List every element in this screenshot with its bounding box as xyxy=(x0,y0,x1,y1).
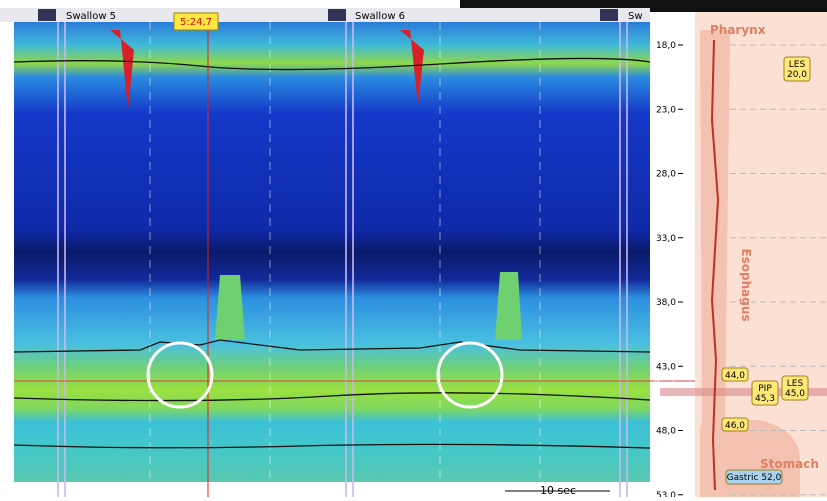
scale-label: 10 sec xyxy=(540,484,576,497)
pharynx: Pharynx xyxy=(710,23,766,37)
marker-label: 44,0 xyxy=(725,371,745,381)
depth-label: 23,0 xyxy=(656,105,676,115)
depth-label: 48,0 xyxy=(656,427,676,437)
screen: Swallow 5 Swallow 6 Sw 5:24,7 10 sec Pha… xyxy=(0,0,827,497)
swallow-label[interactable]: Swallow 6 xyxy=(355,11,405,22)
marker-label: 46,0 xyxy=(725,421,745,431)
cursor-time: 5:24,7 xyxy=(180,17,212,28)
depth-label: 38,0 xyxy=(656,298,676,308)
depth-label: 43,0 xyxy=(656,362,676,372)
esophagus-label: Esophagus xyxy=(739,248,753,321)
swallow-label[interactable]: Swallow 5 xyxy=(66,11,116,22)
swallow-label[interactable]: Sw xyxy=(628,11,643,22)
stomach: Stomach xyxy=(760,457,819,471)
diaphragm-label: Diaphragm xyxy=(654,379,699,388)
marker-label: Gastric 52,0 xyxy=(727,473,782,483)
heatmap xyxy=(14,22,650,482)
depth-label: 53,0 xyxy=(656,491,676,497)
depth-label: 28,0 xyxy=(656,170,676,180)
depth-label: 18,0 xyxy=(656,41,676,51)
depth-label: 33,0 xyxy=(656,234,676,244)
